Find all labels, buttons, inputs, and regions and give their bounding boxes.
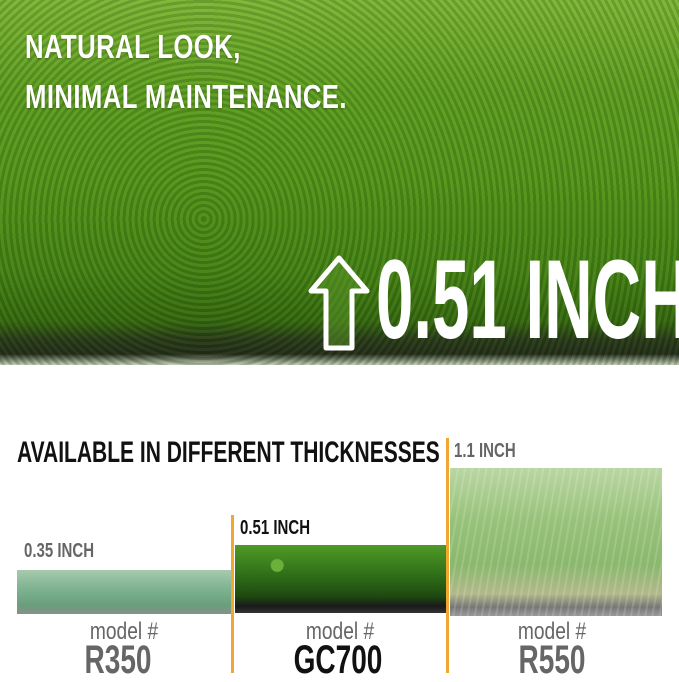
swatch-r350 — [17, 570, 231, 614]
model-label: model # — [305, 618, 375, 645]
divider — [446, 438, 449, 673]
model-label: model # — [89, 618, 159, 645]
headline-line2: MINIMAL MAINTENANCE. — [25, 78, 347, 115]
model-r350: R350 — [84, 638, 152, 682]
swatch-gc700 — [235, 545, 446, 613]
thickness-label-r350: 0.35 INCH — [24, 540, 95, 562]
thickness-label-gc700: 0.51 INCH — [240, 517, 311, 539]
model-r550: R550 — [518, 638, 586, 682]
comparison-title: AVAILABLE IN DIFFERENT THICKNESSES — [17, 436, 440, 469]
up-arrow-icon — [308, 255, 370, 351]
model-gc700: GC700 — [293, 638, 383, 682]
swatch-r550 — [450, 468, 662, 616]
hero-thickness: 0.51 INCH — [376, 237, 679, 362]
thickness-label-r550: 1.1 INCH — [454, 440, 516, 462]
headline-line1: NATURAL LOOK, — [25, 28, 241, 65]
model-label: model # — [517, 618, 587, 645]
divider — [231, 515, 234, 673]
